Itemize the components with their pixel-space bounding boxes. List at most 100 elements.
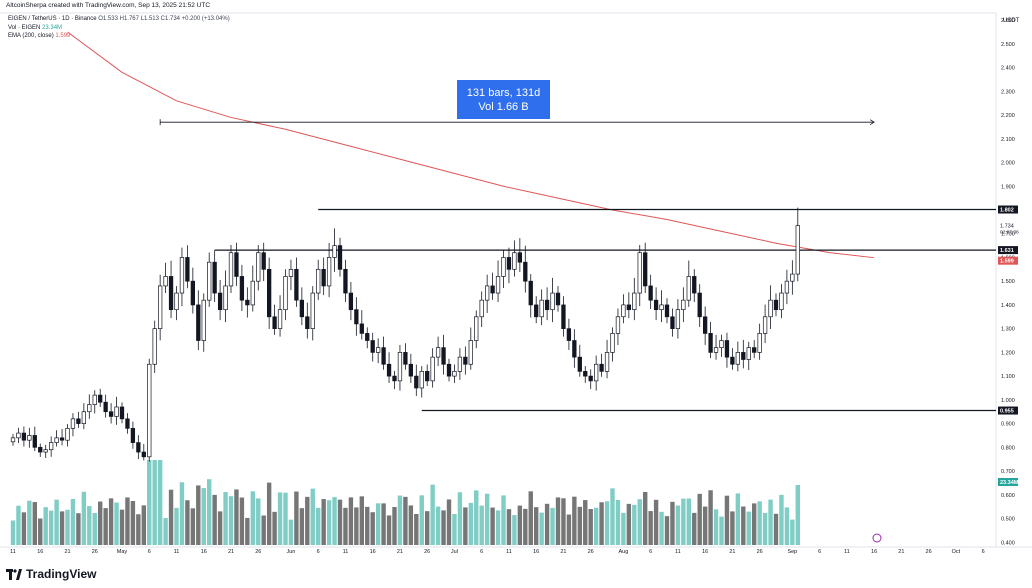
event-marker-icon[interactable] bbox=[872, 533, 882, 543]
candle[interactable] bbox=[141, 451, 146, 458]
candle[interactable] bbox=[463, 356, 468, 365]
candle[interactable] bbox=[38, 446, 43, 453]
candle[interactable] bbox=[517, 252, 522, 263]
candle[interactable] bbox=[81, 411, 87, 424]
candle[interactable] bbox=[757, 333, 762, 353]
candle[interactable] bbox=[779, 292, 784, 311]
candle[interactable] bbox=[250, 280, 255, 306]
candle[interactable] bbox=[136, 442, 141, 453]
candle[interactable] bbox=[659, 304, 664, 311]
candle[interactable] bbox=[256, 252, 261, 282]
candle[interactable] bbox=[108, 411, 114, 417]
candle[interactable] bbox=[43, 449, 48, 453]
candle[interactable] bbox=[125, 418, 130, 429]
candle[interactable] bbox=[408, 363, 413, 377]
candle[interactable] bbox=[381, 347, 386, 365]
candle[interactable] bbox=[790, 273, 795, 282]
candle[interactable] bbox=[87, 404, 92, 413]
candle[interactable] bbox=[702, 316, 708, 334]
candle[interactable] bbox=[643, 252, 648, 287]
level-price-tag[interactable]: 1.631 bbox=[1000, 248, 1014, 254]
candle[interactable] bbox=[376, 347, 381, 353]
candle[interactable] bbox=[501, 257, 506, 277]
candle[interactable] bbox=[599, 363, 604, 372]
candle[interactable] bbox=[245, 299, 250, 306]
candle[interactable] bbox=[392, 375, 397, 382]
candle[interactable] bbox=[490, 285, 495, 294]
candle[interactable] bbox=[16, 432, 21, 439]
candle[interactable] bbox=[572, 340, 577, 358]
candle[interactable] bbox=[528, 280, 533, 306]
candle[interactable] bbox=[234, 252, 239, 277]
candle[interactable] bbox=[54, 437, 59, 443]
candle[interactable] bbox=[550, 292, 555, 311]
candle[interactable] bbox=[512, 252, 517, 270]
candle[interactable] bbox=[179, 257, 185, 294]
candle[interactable] bbox=[337, 245, 343, 270]
candle[interactable] bbox=[534, 304, 539, 318]
candle[interactable] bbox=[223, 285, 228, 311]
candle[interactable] bbox=[76, 418, 81, 424]
candle[interactable] bbox=[435, 347, 441, 358]
candle[interactable] bbox=[506, 257, 512, 270]
candle[interactable] bbox=[610, 333, 615, 353]
candle[interactable] bbox=[719, 340, 724, 348]
legend-symbol-row[interactable]: EIGEN / TetherUS · 1D · Binance O1.533 H… bbox=[8, 15, 230, 24]
legend-volume-row[interactable]: Vol · EIGEN 23.34M bbox=[8, 24, 230, 33]
candle[interactable] bbox=[561, 304, 566, 330]
candle[interactable] bbox=[354, 309, 359, 325]
candle[interactable] bbox=[152, 328, 157, 365]
candle[interactable] bbox=[190, 280, 196, 306]
candle[interactable] bbox=[207, 261, 212, 301]
candle[interactable] bbox=[228, 252, 234, 287]
candle[interactable] bbox=[196, 304, 201, 341]
candle[interactable] bbox=[555, 292, 561, 306]
candle[interactable] bbox=[299, 299, 304, 318]
candle[interactable] bbox=[730, 356, 735, 365]
tradingview-brand[interactable]: TradingView bbox=[6, 567, 96, 581]
candle[interactable] bbox=[692, 276, 697, 294]
candle[interactable] bbox=[272, 316, 277, 330]
candle[interactable] bbox=[795, 225, 800, 275]
candle[interactable] bbox=[321, 268, 326, 287]
candle[interactable] bbox=[566, 328, 572, 341]
candle[interactable] bbox=[446, 363, 452, 377]
candle[interactable] bbox=[735, 352, 740, 365]
ema-price-tag[interactable]: 1.599 bbox=[1000, 259, 1014, 265]
candle[interactable] bbox=[648, 285, 653, 301]
candle[interactable] bbox=[370, 340, 375, 353]
candle[interactable] bbox=[239, 276, 245, 301]
candle[interactable] bbox=[637, 252, 642, 294]
candle[interactable] bbox=[697, 292, 702, 318]
candle[interactable] bbox=[441, 347, 446, 365]
candle[interactable] bbox=[147, 363, 152, 458]
candle[interactable] bbox=[588, 375, 593, 382]
candle[interactable] bbox=[70, 418, 76, 429]
candle[interactable] bbox=[468, 340, 473, 365]
candle[interactable] bbox=[348, 292, 354, 311]
level-price-tag[interactable]: 0.955 bbox=[1000, 409, 1014, 415]
candle[interactable] bbox=[277, 309, 283, 330]
candle[interactable] bbox=[621, 304, 626, 318]
candle[interactable] bbox=[632, 292, 637, 311]
candle[interactable] bbox=[457, 356, 463, 372]
current-price-label[interactable]: 1.734 bbox=[1000, 224, 1014, 230]
candle[interactable] bbox=[386, 363, 392, 377]
candle[interactable] bbox=[583, 371, 588, 377]
candle[interactable] bbox=[604, 352, 610, 372]
candle[interactable] bbox=[59, 437, 65, 441]
candle[interactable] bbox=[414, 375, 419, 389]
candle[interactable] bbox=[670, 316, 675, 330]
candle[interactable] bbox=[114, 406, 119, 417]
candle[interactable] bbox=[430, 356, 435, 382]
candle[interactable] bbox=[201, 299, 206, 341]
candle[interactable] bbox=[32, 435, 37, 448]
measure-info-box[interactable]: 131 bars, 131d Vol 1.66 B bbox=[457, 80, 550, 119]
candle[interactable] bbox=[403, 352, 408, 365]
candle[interactable] bbox=[359, 323, 364, 334]
candle[interactable] bbox=[316, 268, 321, 294]
candle[interactable] bbox=[27, 435, 32, 441]
candle[interactable] bbox=[326, 257, 332, 287]
candle[interactable] bbox=[664, 304, 670, 318]
candle[interactable] bbox=[92, 394, 97, 405]
